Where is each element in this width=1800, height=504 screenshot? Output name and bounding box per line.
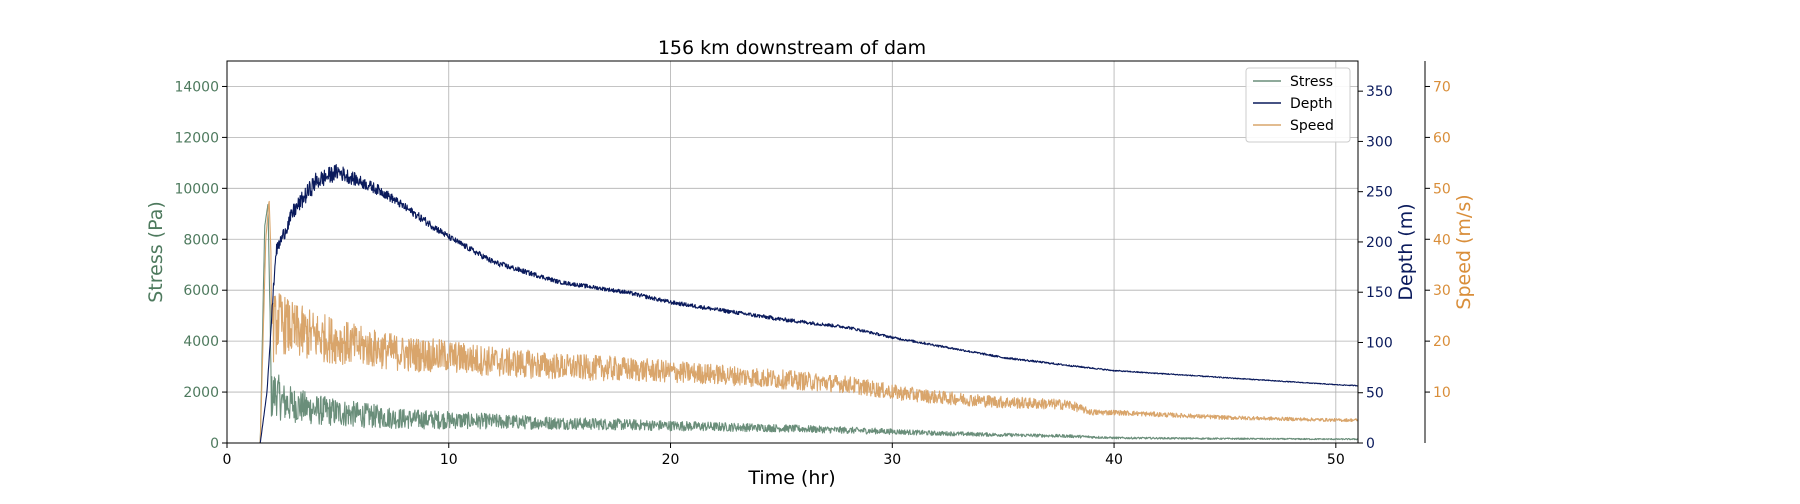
speed-tick-label: 40 [1433,232,1451,248]
stress-tick-label: 0 [210,436,219,452]
legend-label-stress: Stress [1290,74,1333,90]
series-line-depth [226,164,1359,444]
legend-label-speed: Speed [1290,118,1334,134]
speed-tick-label: 70 [1433,79,1451,95]
x-axis: 0 10 20 30 40 50 [223,443,1345,468]
x-tick-label: 40 [1105,452,1123,468]
depth-tick-label: 50 [1366,386,1384,402]
depth-tick-label: 250 [1366,185,1393,201]
depth-axis-title: Depth (m) [1395,203,1417,300]
stress-axis-title: Stress (Pa) [145,201,167,303]
stress-axis: 0 2000 4000 6000 8000 10000 12000 14000 [174,79,227,452]
stress-tick-label: 10000 [174,181,219,197]
speed-tick-label: 50 [1433,181,1451,197]
speed-tick-label: 30 [1433,283,1451,299]
stress-tick-label: 2000 [183,385,219,401]
depth-tick-label: 0 [1366,436,1375,452]
depth-tick-label: 150 [1366,285,1393,301]
chart-title: 156 km downstream of dam [658,37,926,59]
legend-box [1245,67,1351,143]
stress-tick-label: 4000 [183,334,219,350]
series-layer [226,164,1359,444]
stress-tick-label: 8000 [183,232,219,248]
legend-label-depth: Depth [1290,96,1333,112]
series-line-speed [226,200,1359,444]
stress-tick-label: 12000 [174,130,219,146]
legend: Stress Depth Speed [1245,67,1351,143]
x-tick-label: 50 [1327,452,1345,468]
x-tick-label: 20 [662,452,680,468]
depth-tick-label: 350 [1366,84,1393,100]
stress-tick-label: 14000 [174,79,219,95]
speed-tick-label: 60 [1433,130,1451,146]
speed-tick-label: 10 [1433,385,1451,401]
depth-tick-label: 200 [1366,235,1393,251]
plot-frame [226,60,1359,444]
x-tick-label: 10 [440,452,458,468]
x-tick-label: 30 [883,452,901,468]
speed-axis: 10 20 30 40 50 60 70 [1425,79,1451,401]
speed-tick-label: 20 [1433,334,1451,350]
depth-tick-label: 100 [1366,335,1393,351]
x-tick-label: 0 [223,452,232,468]
speed-axis-title: Speed (m/s) [1453,194,1475,309]
depth-tick-label: 300 [1366,134,1393,150]
series-line-stress [226,204,1359,444]
stress-tick-label: 6000 [183,283,219,299]
depth-axis: 0 50 100 150 200 250 300 350 [1358,84,1393,452]
x-axis-title: Time (hr) [747,467,835,489]
